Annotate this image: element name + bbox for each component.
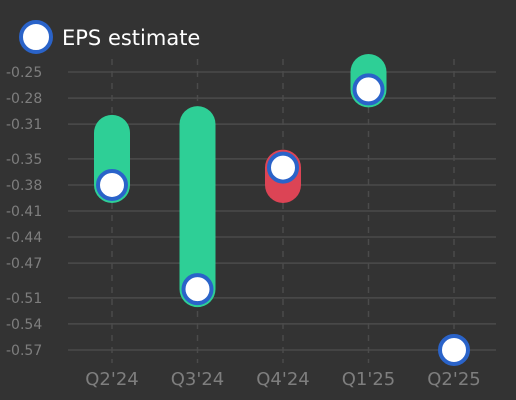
y-tick-label: -0.31: [6, 117, 42, 133]
x-axis: Q2'24 Q3'24 Q4'24 Q1'25 Q2'25: [85, 369, 480, 390]
surprise-bars: [94, 54, 387, 308]
legend: EPS estimate: [19, 20, 200, 54]
x-tick-label: Q1'25: [342, 369, 395, 390]
x-tick-label: Q4'24: [256, 369, 309, 390]
y-tick-label: -0.57: [6, 343, 42, 359]
legend-label: EPS estimate: [62, 26, 200, 50]
y-tick-label: -0.41: [6, 204, 42, 220]
y-tick-label: -0.44: [6, 230, 42, 246]
y-tick-label: -0.47: [6, 256, 42, 272]
estimate-point: [181, 273, 214, 306]
y-tick-label: -0.38: [6, 178, 42, 194]
estimate-point: [438, 333, 470, 366]
estimate-point: [267, 151, 299, 184]
x-tick-label: Q2'24: [85, 369, 138, 390]
surprise-bar: [179, 106, 216, 308]
estimate-point: [352, 73, 385, 106]
estimate-point: [96, 168, 128, 201]
y-tick-label: -0.54: [6, 317, 42, 333]
x-tick-label: Q3'24: [171, 369, 224, 390]
legend-marker-icon: [19, 20, 53, 54]
y-tick-label: -0.28: [6, 91, 42, 107]
y-tick-label: -0.35: [6, 152, 42, 168]
y-tick-label: -0.25: [6, 65, 42, 81]
x-tick-label: Q2'25: [427, 369, 480, 390]
y-axis: -0.25 -0.28 -0.31 -0.35 -0.38 -0.41 -0.44 -0.47…: [6, 65, 42, 359]
gridlines: [68, 59, 496, 363]
estimate-markers: [96, 73, 470, 366]
y-tick-label: -0.51: [6, 291, 42, 307]
